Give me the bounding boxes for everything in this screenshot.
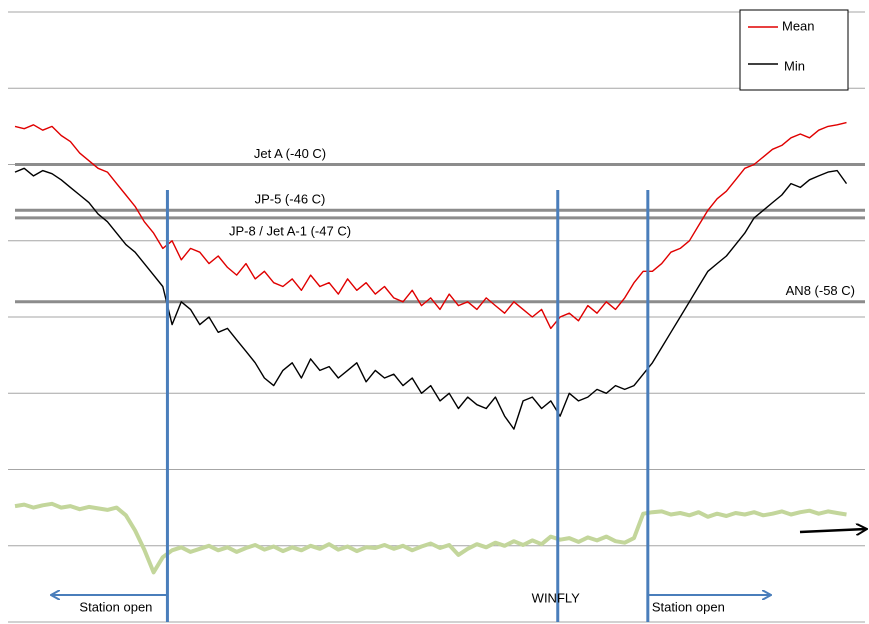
legend-label: Mean (782, 18, 815, 33)
series-line (14, 121, 847, 330)
reference-label: Jet A (-40 C) (254, 146, 326, 161)
reference-label: JP-8 / Jet A-1 (-47 C) (229, 223, 351, 238)
reference-label: JP-5 (-46 C) (255, 192, 326, 207)
annotation: Station open (652, 599, 725, 614)
legend-box (739, 9, 849, 91)
reference-label: AN8 (-58 C) (786, 283, 855, 298)
series-line (14, 501, 847, 575)
annotation: WINFLY (532, 590, 580, 605)
series-line (14, 167, 848, 430)
legend-label: Min (784, 58, 805, 73)
annotation: Station open (79, 599, 152, 614)
arrow (799, 529, 866, 532)
